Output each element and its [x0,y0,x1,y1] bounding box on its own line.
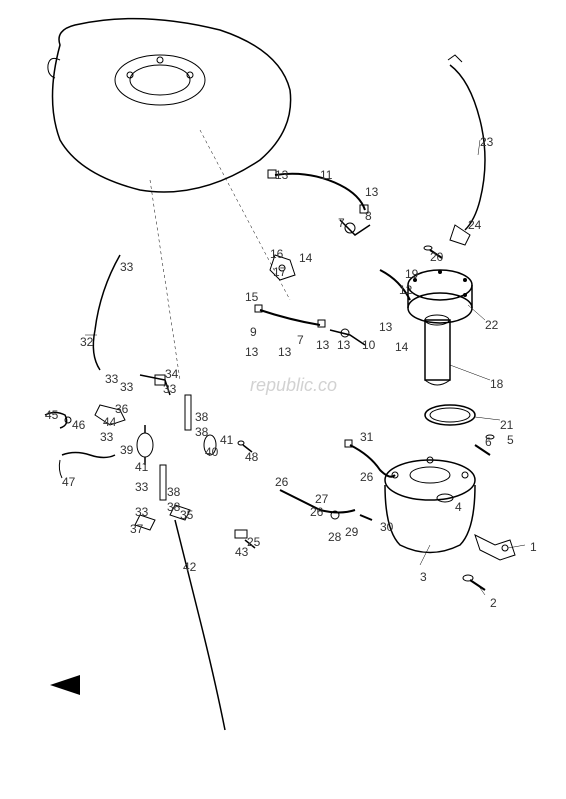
part-label-45: 45 [45,408,58,422]
part-label-29: 29 [345,525,358,539]
part-label-33: 33 [100,430,113,444]
part-label-32: 32 [80,335,93,349]
part-label-21: 21 [500,418,513,432]
part-label-2: 2 [490,596,497,610]
part-label-9: 9 [250,325,257,339]
part-label-17: 17 [273,265,286,279]
part-label-12: 12 [399,283,412,297]
part-label-25: 25 [247,535,260,549]
part-label-41: 41 [220,433,233,447]
part-label-38: 38 [167,485,180,499]
part-label-39: 39 [120,443,133,457]
part-label-5: 5 [507,433,514,447]
part-label-31: 31 [360,430,373,444]
part-label-36: 36 [115,402,128,416]
part-label-22: 22 [485,318,498,332]
part-label-14: 14 [395,340,408,354]
part-label-13: 13 [275,168,288,182]
part-label-24: 24 [468,218,481,232]
part-label-26: 26 [360,470,373,484]
part-label-33: 33 [120,260,133,274]
part-label-33: 33 [105,372,118,386]
part-label-14: 14 [299,251,312,265]
part-label-40: 40 [205,445,218,459]
part-label-10: 10 [362,338,375,352]
part-label-13: 13 [245,345,258,359]
part-label-16: 16 [270,247,283,261]
part-label-42: 42 [183,560,196,574]
part-label-35: 35 [180,508,193,522]
part-label-23: 23 [480,135,493,149]
part-label-33: 33 [163,382,176,396]
part-label-47: 47 [62,475,75,489]
part-label-37: 37 [130,522,143,536]
part-label-33: 33 [135,480,148,494]
part-label-7: 7 [338,216,345,230]
part-label-13: 13 [316,338,329,352]
part-label-28: 28 [328,530,341,544]
part-label-38: 38 [195,425,208,439]
part-label-38: 38 [195,410,208,424]
part-label-15: 15 [245,290,258,304]
part-label-3: 3 [420,570,427,584]
part-label-6: 6 [485,435,492,449]
part-label-43: 43 [235,545,248,559]
part-label-4: 4 [455,500,462,514]
part-label-20: 20 [430,250,443,264]
part-label-48: 48 [245,450,258,464]
part-label-27: 27 [315,492,328,506]
part-label-33: 33 [135,505,148,519]
parts-diagram-container: 1234567789101112131313131313131414151617… [0,0,566,799]
part-label-13: 13 [337,338,350,352]
part-label-38: 38 [167,500,180,514]
part-label-8: 8 [365,209,372,223]
part-label-44: 44 [103,415,116,429]
part-label-7: 7 [297,333,304,347]
part-label-33: 33 [120,380,133,394]
part-label-1: 1 [530,540,537,554]
part-label-13: 13 [278,345,291,359]
diagram-schematic [0,0,566,799]
part-label-30: 30 [380,520,393,534]
part-label-41: 41 [135,460,148,474]
part-label-13: 13 [379,320,392,334]
part-label-18: 18 [490,377,503,391]
part-label-11: 11 [320,168,332,182]
part-label-26: 26 [275,475,288,489]
part-label-34: 34 [165,367,178,381]
part-label-46: 46 [72,418,85,432]
part-label-26: 26 [310,505,323,519]
part-label-13: 13 [365,185,378,199]
part-label-19: 19 [405,267,418,281]
